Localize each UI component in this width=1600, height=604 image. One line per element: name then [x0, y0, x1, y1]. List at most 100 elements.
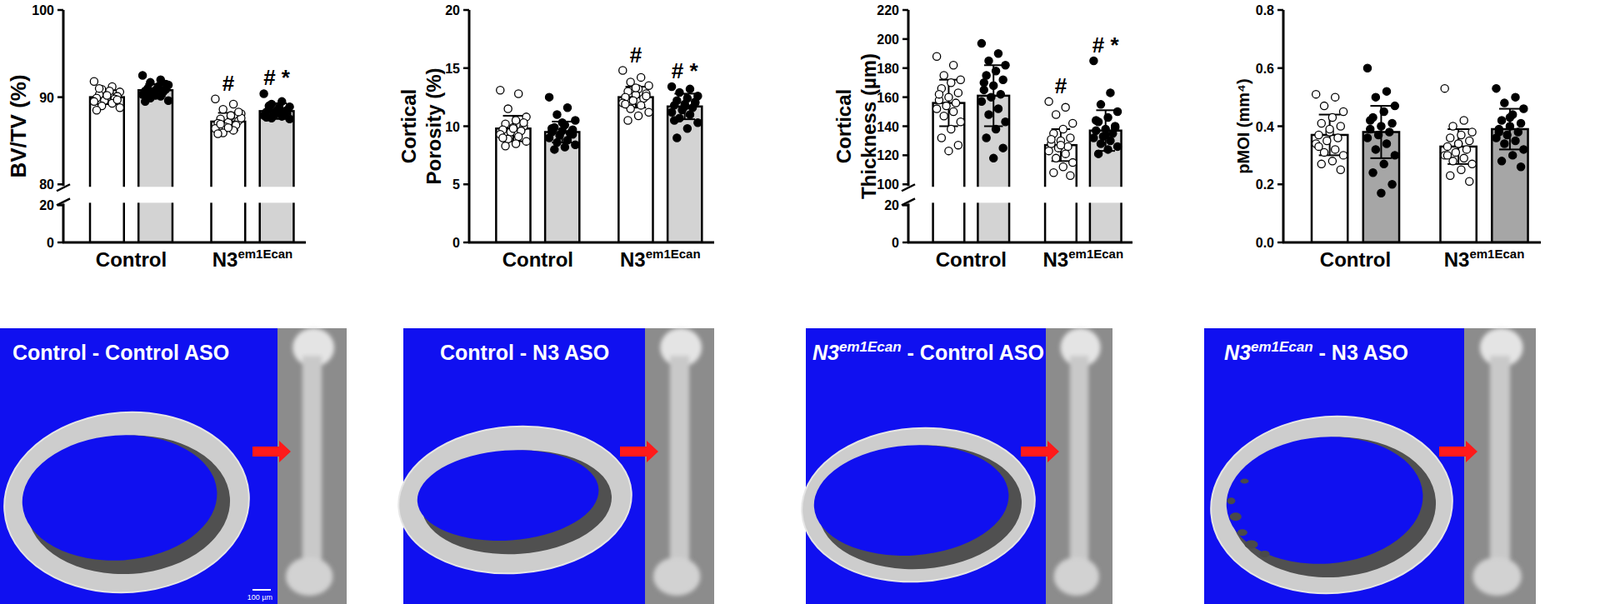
point	[637, 73, 645, 81]
y-tick-label: 160	[876, 90, 900, 105]
error-cap	[1370, 157, 1392, 160]
point	[1104, 113, 1112, 121]
femur-shaft	[1490, 355, 1510, 560]
x-axis-line	[468, 241, 715, 245]
y-tick	[1277, 241, 1284, 245]
point	[272, 107, 280, 115]
text-part: N3	[812, 340, 840, 365]
point	[1331, 93, 1340, 101]
point	[1101, 130, 1110, 139]
point	[138, 71, 146, 80]
superscript: em1Ecan	[645, 246, 701, 261]
point	[942, 101, 950, 110]
y-tick-label: 20	[445, 3, 460, 18]
annotation: # *	[1092, 32, 1120, 58]
text-part: N3	[1444, 248, 1470, 271]
xray-background	[645, 328, 715, 604]
point	[1446, 134, 1455, 142]
y-tick-label: 100	[31, 3, 55, 18]
text-part: N3	[620, 248, 646, 271]
point	[982, 134, 990, 142]
y-tick-label: 0	[46, 235, 55, 250]
point	[1045, 97, 1053, 105]
y-tick	[902, 125, 909, 128]
y-tick	[463, 125, 470, 128]
point	[951, 99, 960, 107]
y-axis-line	[62, 203, 65, 243]
chart: ## *05101520CorticalPorosity (%)ControlN…	[397, 3, 715, 271]
x-tick-label: Control	[1320, 248, 1391, 271]
point	[211, 95, 220, 103]
point	[940, 112, 948, 120]
point	[95, 85, 103, 93]
point	[1061, 150, 1070, 158]
point	[550, 145, 559, 154]
point	[1516, 119, 1525, 127]
point	[1328, 157, 1336, 165]
chart: ## *020100120140160180200220CorticalThic…	[832, 3, 1135, 271]
y-tick-label: 15	[445, 61, 460, 76]
bar	[618, 97, 653, 243]
annotation: # *	[263, 65, 291, 90]
point	[1520, 105, 1528, 113]
point	[1388, 180, 1396, 189]
point	[113, 95, 121, 104]
point	[954, 141, 962, 150]
y-tick	[902, 95, 909, 99]
point	[1511, 136, 1520, 145]
point	[219, 105, 227, 114]
point	[994, 105, 1002, 113]
point	[1363, 64, 1371, 72]
point	[631, 84, 640, 92]
axes: 020100120140160180200220	[876, 3, 1133, 250]
y-tick	[1277, 9, 1284, 12]
point	[226, 111, 235, 120]
superscript: em1Ecan	[237, 246, 293, 261]
point	[1061, 103, 1070, 111]
text-part: N3	[212, 248, 239, 271]
point	[511, 140, 520, 148]
point	[1059, 125, 1067, 133]
y-tick-label: 0.0	[1255, 235, 1275, 250]
point	[1336, 165, 1345, 174]
point	[675, 88, 684, 96]
point	[1336, 122, 1345, 130]
cortical-ring	[393, 418, 637, 581]
point	[1465, 136, 1474, 145]
x-axis-line	[1282, 241, 1541, 245]
marrow-cavity	[18, 429, 222, 568]
y-tick-label: 180	[876, 61, 900, 76]
point	[1090, 134, 1098, 142]
point	[1059, 163, 1067, 171]
y-tick-label: 0	[891, 235, 900, 250]
point	[545, 93, 553, 101]
point	[499, 134, 507, 142]
point	[667, 82, 675, 90]
scale-bar-label: 100 µm	[247, 593, 273, 602]
point	[504, 105, 512, 113]
point	[229, 100, 237, 108]
y-tick	[57, 241, 64, 245]
plot-area	[1311, 129, 1529, 243]
y-tick	[463, 67, 470, 70]
panel-label: Control - Control ASO	[12, 340, 230, 365]
point	[694, 119, 702, 127]
femur	[1054, 328, 1101, 596]
point	[1451, 148, 1460, 156]
point	[1505, 113, 1514, 121]
axes: 05101520	[445, 3, 715, 250]
point	[1511, 93, 1520, 101]
point	[571, 140, 580, 149]
point	[1497, 157, 1505, 165]
femur-condyles	[1472, 557, 1521, 596]
superscript: em1Ecan	[1469, 246, 1525, 261]
xray-background	[1464, 328, 1536, 604]
point	[141, 97, 150, 105]
point	[563, 104, 571, 112]
y-tick-label: 90	[39, 90, 55, 105]
point	[980, 85, 988, 94]
femur	[653, 328, 702, 596]
point	[1465, 177, 1474, 185]
y-tick-label: 0	[452, 235, 460, 250]
point	[1377, 189, 1385, 197]
